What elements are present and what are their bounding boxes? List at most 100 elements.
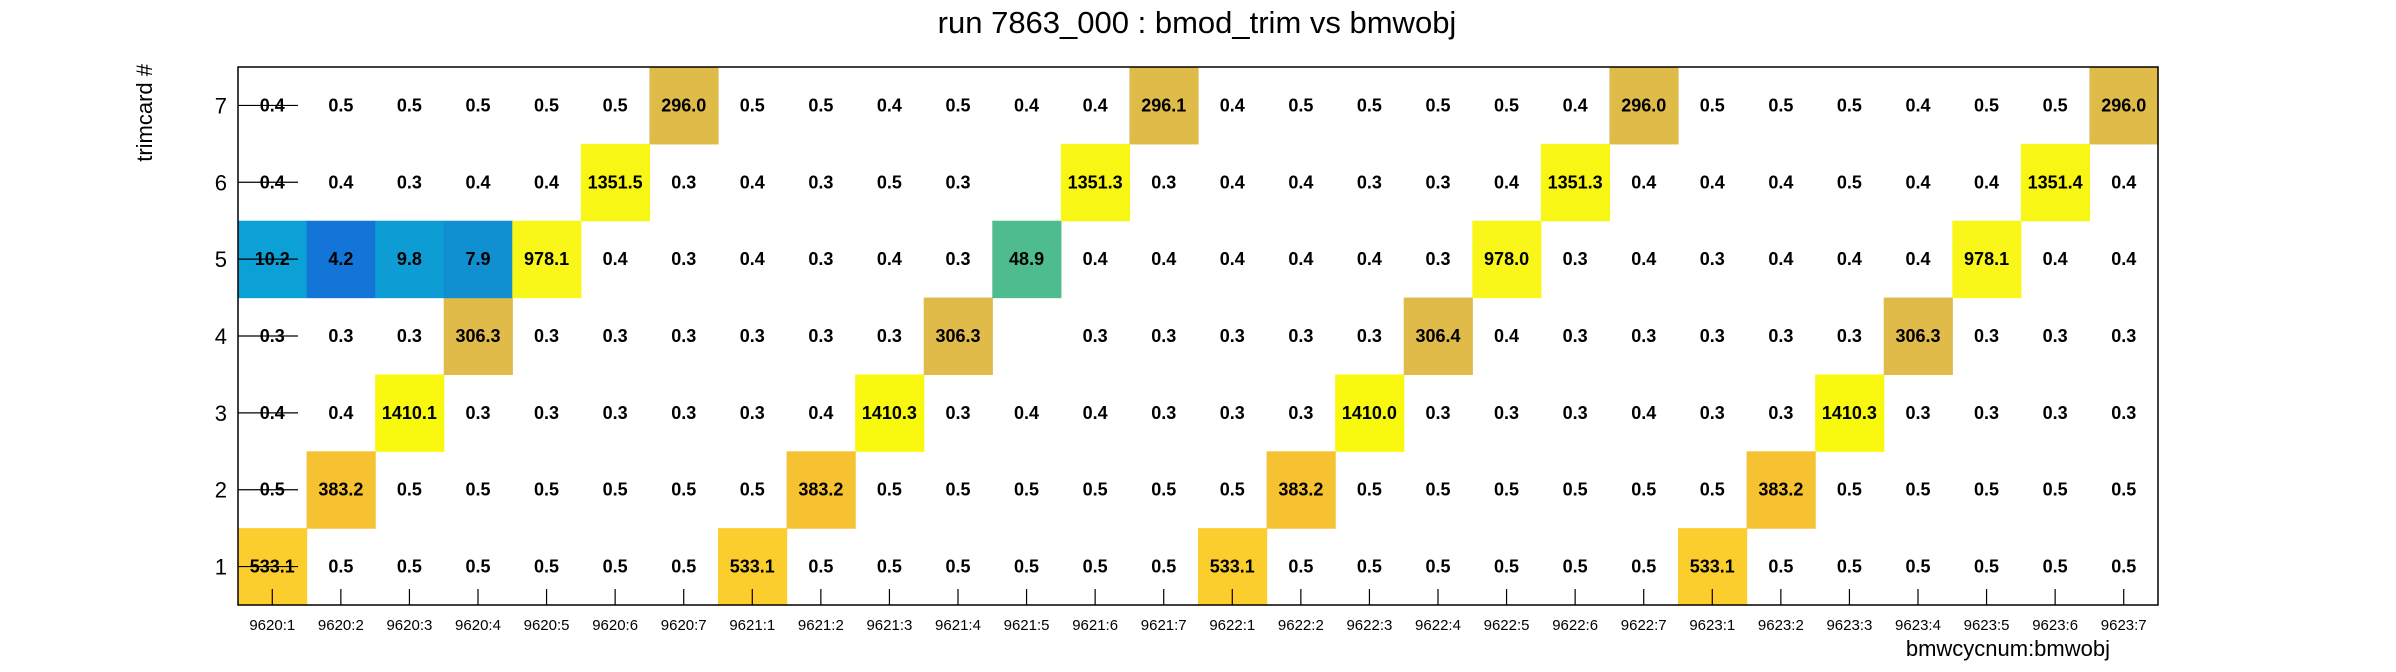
- cell-value-label: 0.4: [1631, 172, 1656, 192]
- cell-value-label: 0.4: [2043, 249, 2068, 269]
- cell-value-label: 0.4: [1905, 172, 1930, 192]
- cell-value-label: 0.5: [671, 480, 696, 500]
- cell-value-label: 0.5: [1563, 480, 1588, 500]
- cell-value-label: 0.5: [1357, 557, 1382, 577]
- cell-value-label: 0.3: [603, 326, 628, 346]
- cell-value-label: 0.4: [328, 403, 353, 423]
- cell-value-label: 0.5: [1974, 480, 1999, 500]
- cell-value-label: 0.5: [1974, 557, 1999, 577]
- cell-value-label: 0.4: [1837, 249, 1862, 269]
- cell-value-label: 0.4: [1563, 95, 1588, 115]
- cell-value-label: 0.4: [1220, 95, 1245, 115]
- x-axis-title: bmwcycnum:bmwobj: [1906, 636, 2110, 661]
- heatmap-cell: [1883, 297, 1953, 376]
- heatmap-cell: [1472, 220, 1542, 299]
- plot-frame: [237, 66, 2159, 606]
- cell-value-label: 0.4: [1083, 403, 1108, 423]
- x-tick-label: 9623:1: [1689, 617, 1735, 634]
- heatmap-cell: [2089, 67, 2159, 145]
- heatmap-cell: [375, 220, 445, 299]
- cell-value-label: 0.3: [1151, 172, 1176, 192]
- y-axis-title: trimcard #: [132, 63, 157, 162]
- heatmap-cell: [375, 374, 445, 452]
- cell-value-label: 0.3: [1083, 326, 1108, 346]
- cell-value-label: 0.5: [1631, 480, 1656, 500]
- cell-value-label: 0.3: [1974, 326, 1999, 346]
- cell-value-label: 0.5: [945, 557, 970, 577]
- cell-value-label: 0.5: [945, 480, 970, 500]
- cell-value-label: 0.3: [1151, 326, 1176, 346]
- cell-value-label: 9.8: [397, 249, 422, 269]
- cell-value-label: 0.3: [671, 249, 696, 269]
- cell-value-label: 383.2: [1278, 480, 1323, 500]
- cell-value-label: 0.5: [1837, 480, 1862, 500]
- cell-value-label: 0.5: [1014, 557, 1039, 577]
- cell-value-label: 0.4: [1905, 95, 1930, 115]
- cell-value-label: 0.4: [1768, 249, 1793, 269]
- heatmap-cell: [2020, 143, 2091, 222]
- cell-value-label: 48.9: [1009, 249, 1044, 269]
- cell-value-label: 0.4: [260, 95, 285, 115]
- cell-value-label: 0.5: [1837, 95, 1862, 115]
- x-tick-label: 9623:7: [2101, 617, 2147, 634]
- cell-value-label: 0.5: [808, 557, 833, 577]
- cell-value-label: 0.5: [397, 95, 422, 115]
- cell-value-label: 0.5: [397, 557, 422, 577]
- heatmap-cell: [512, 220, 582, 299]
- cell-value-label: 0.3: [2111, 326, 2136, 346]
- cell-value-label: 0.3: [397, 172, 422, 192]
- cell-value-label: 0.5: [1151, 557, 1176, 577]
- cell-value-label: 0.5: [260, 480, 285, 500]
- cell-value-label: 0.5: [1837, 557, 1862, 577]
- cell-value-label: 306.3: [1895, 326, 1940, 346]
- cell-value-label: 0.3: [1288, 403, 1313, 423]
- chart-title: run 7863_000 : bmod_trim vs bmwobj: [938, 5, 1457, 40]
- cell-value-label: 0.5: [603, 480, 628, 500]
- cell-value-label: 0.5: [877, 557, 902, 577]
- cell-value-label: 0.3: [1425, 249, 1450, 269]
- cell-value-label: 0.4: [877, 249, 902, 269]
- cell-value-label: 306.4: [1415, 326, 1460, 346]
- cell-value-label: 0.5: [1083, 480, 1108, 500]
- cell-value-label: 0.5: [740, 95, 765, 115]
- cell-value-label: 0.3: [1905, 403, 1930, 423]
- heatmap-cell: [992, 220, 1062, 299]
- cell-value-label: 0.5: [2043, 557, 2068, 577]
- cell-value-label: 0.5: [1357, 95, 1382, 115]
- cell-value-label: 0.5: [1494, 557, 1519, 577]
- cell-value-label: 0.3: [534, 403, 559, 423]
- cell-value-label: 0.5: [1357, 480, 1382, 500]
- heatmap-cell: [786, 451, 856, 529]
- cell-value-label: 0.3: [465, 403, 490, 423]
- x-tick-label: 9623:5: [1964, 617, 2010, 634]
- cell-value-label: 0.3: [2111, 403, 2136, 423]
- heatmap-cell: [1335, 374, 1405, 452]
- cell-value-label: 0.3: [1563, 326, 1588, 346]
- x-tick-label: 9621:4: [935, 617, 981, 634]
- heatmap-cell: [1815, 374, 1885, 452]
- cell-value-label: 0.3: [1220, 326, 1245, 346]
- cell-value-label: 0.3: [945, 249, 970, 269]
- cell-value-label: 0.5: [465, 557, 490, 577]
- x-tick-label: 9620:6: [592, 617, 638, 634]
- x-tick-label: 9622:5: [1484, 617, 1530, 634]
- cell-value-label: 0.5: [2111, 557, 2136, 577]
- cell-value-label: 0.3: [1288, 326, 1313, 346]
- cell-value-label: 0.3: [1494, 403, 1519, 423]
- heatmap-cell: [1403, 297, 1473, 376]
- cell-value-label: 0.3: [671, 326, 696, 346]
- cell-value-label: 0.4: [1700, 172, 1725, 192]
- heatmap-cell: [1952, 220, 2022, 299]
- x-tick-label: 9621:6: [1072, 617, 1118, 634]
- cell-value-label: 533.1: [1690, 557, 1735, 577]
- cell-value-label: 0.4: [2111, 172, 2136, 192]
- x-tick-label: 9622:7: [1621, 617, 1667, 634]
- cell-value-label: 0.5: [1905, 557, 1930, 577]
- cell-value-label: 0.3: [1631, 326, 1656, 346]
- cell-value-label: 0.3: [534, 326, 559, 346]
- cell-value-label: 0.4: [1768, 172, 1793, 192]
- cell-value-label: 0.5: [2043, 480, 2068, 500]
- cell-value-label: 0.3: [328, 326, 353, 346]
- cell-value-label: 0.4: [465, 172, 490, 192]
- cell-value-label: 978.1: [1964, 249, 2009, 269]
